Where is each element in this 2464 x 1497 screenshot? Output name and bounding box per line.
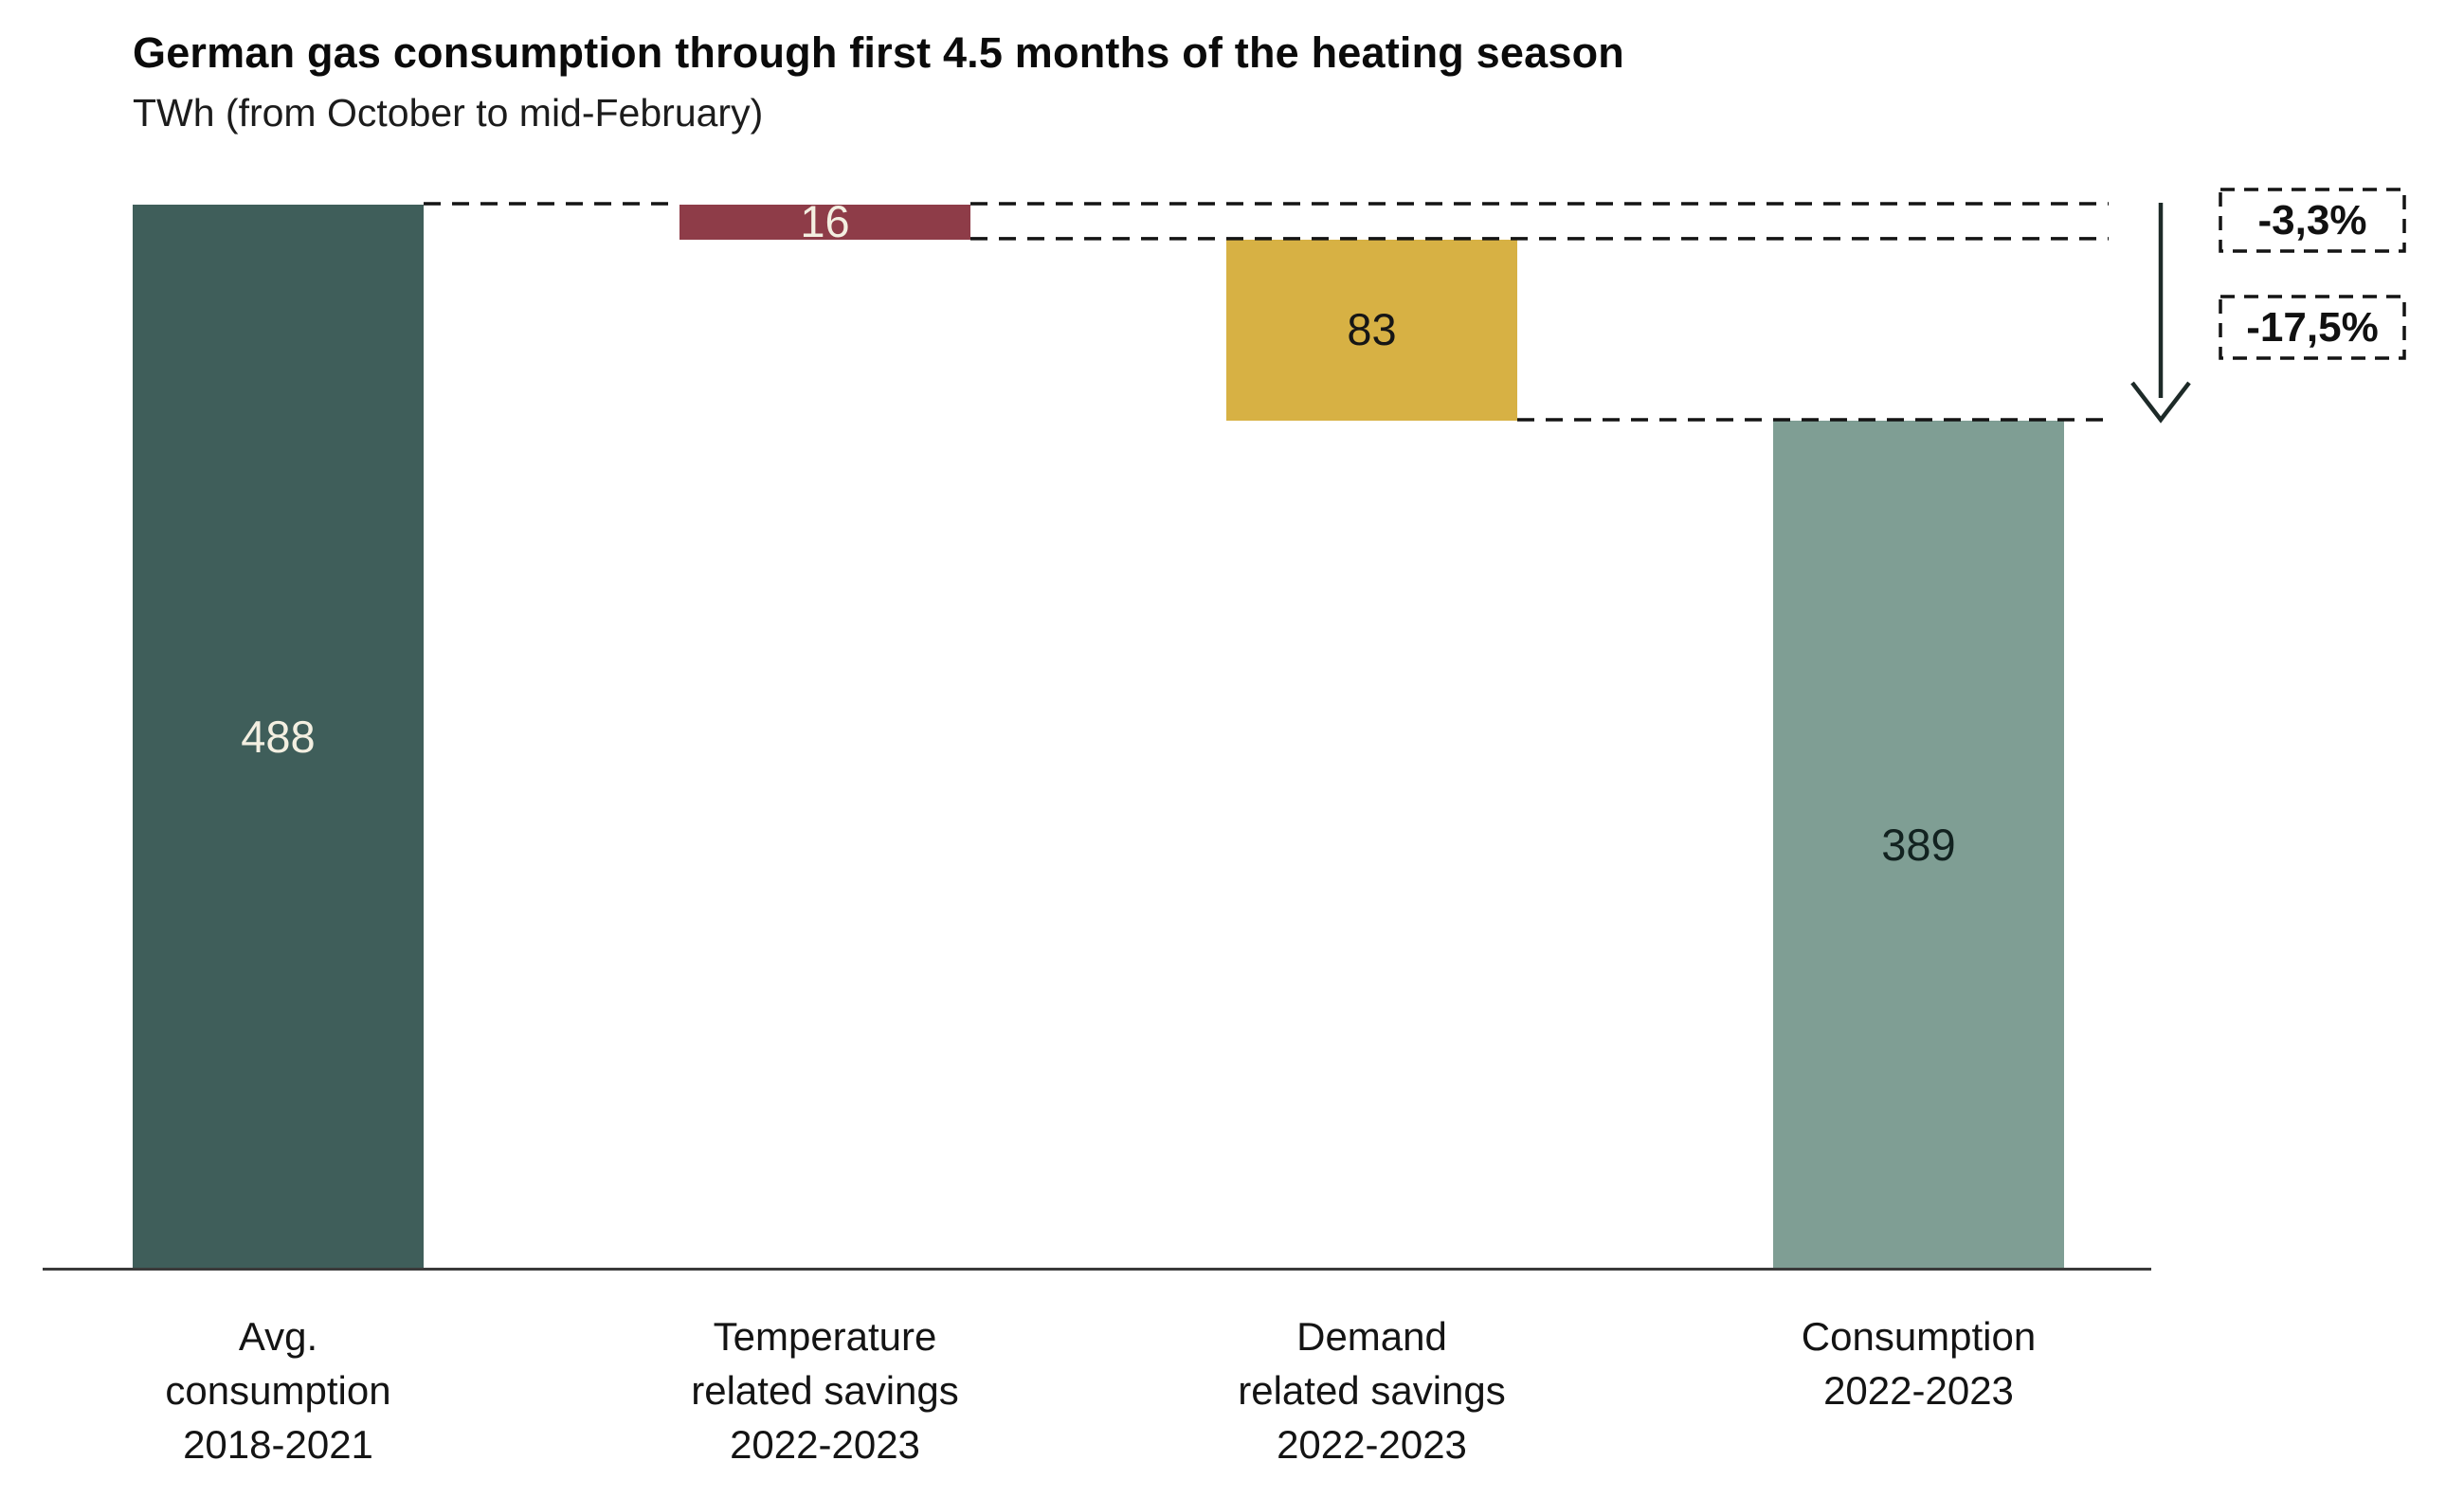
- chart-title: German gas consumption through first 4.5…: [133, 28, 1624, 77]
- category-label-line: 2022-2023: [730, 1422, 920, 1467]
- category-label-line: Consumption: [1801, 1314, 2037, 1359]
- category-label-line: Temperature: [713, 1314, 937, 1359]
- category-label-line: 2018-2021: [183, 1422, 373, 1467]
- pct-annotation-total: -17,5%: [2246, 303, 2379, 351]
- pct-annotation-temperature: -3,3%: [2257, 196, 2367, 243]
- bar-value-demand-related-savings-2022-2023: 83: [1347, 304, 1397, 355]
- category-label-line: consumption: [165, 1368, 391, 1413]
- category-label-line: related savings: [1238, 1368, 1506, 1413]
- category-label-demand-related-savings-2022-2023: Demand related savings 2022-2023: [1088, 1309, 1657, 1471]
- bar-consumption-2022-2023: [1773, 421, 2064, 1270]
- bar-value-consumption-2022-2023: 389: [1881, 820, 1956, 870]
- category-label-avg-consumption-2018-2021: Avg. consumption 2018-2021: [0, 1309, 563, 1471]
- bar-avg-consumption-2018-2021: [133, 205, 424, 1270]
- category-label-line: 2022-2023: [1823, 1368, 2014, 1413]
- category-label-line: Avg.: [238, 1314, 318, 1359]
- bar-demand-related-savings-2022-2023: [1226, 239, 1517, 422]
- chart-subtitle: TWh (from October to mid-February): [133, 91, 764, 135]
- x-axis-baseline: [43, 1268, 2151, 1271]
- category-label-line: Demand: [1296, 1314, 1447, 1359]
- category-label-consumption-2022-2023: Consumption 2022-2023: [1635, 1309, 2203, 1417]
- bar-value-avg-consumption-2018-2021: 488: [241, 712, 316, 762]
- category-label-line: related savings: [691, 1368, 959, 1413]
- bar-value-temperature-related-savings-2022-2023: 16: [800, 196, 850, 247]
- decrease-arrow-icon: [2130, 203, 2191, 424]
- category-label-line: 2022-2023: [1277, 1422, 1467, 1467]
- category-label-temperature-related-savings-2022-2023: Temperature related savings 2022-2023: [541, 1309, 1110, 1471]
- bar-temperature-related-savings-2022-2023: [679, 205, 970, 240]
